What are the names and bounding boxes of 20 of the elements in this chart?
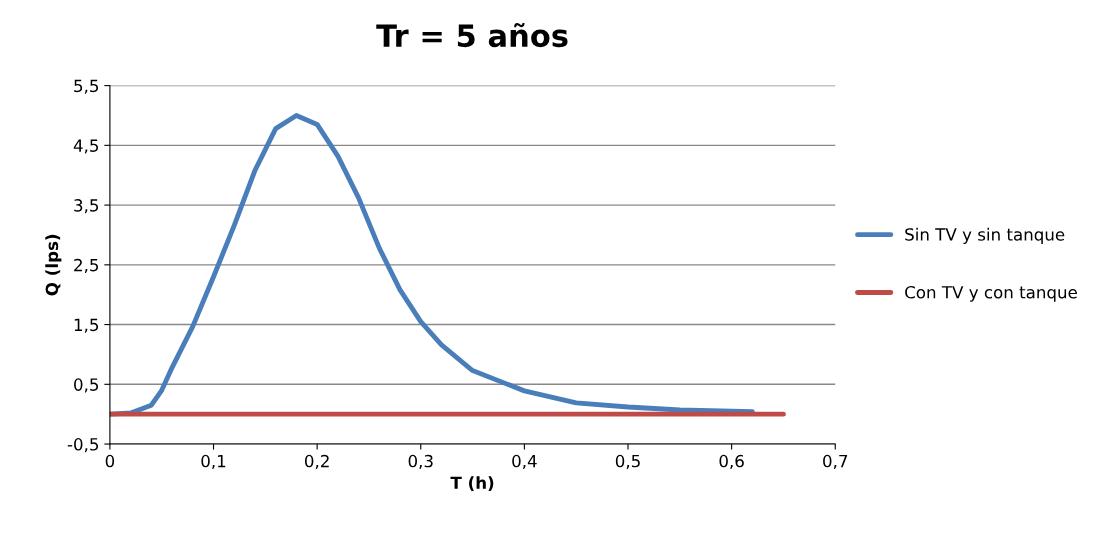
y-tick-label: 3,5 [74,199,99,214]
y-tick-label: -0,5 [67,438,99,453]
y-tick-label: 4,5 [73,139,99,154]
y-tick-label: 0,5 [74,378,99,393]
y-axis-title: Q (lps) [45,234,62,296]
x-tick-label: 0,6 [719,454,744,470]
x-axis-title: T (h) [450,476,494,492]
x-tick-label: 0,3 [408,454,433,470]
x-tick-label: 0 [105,454,115,468]
chart-title: Tr = 5 años [376,22,568,48]
y-tick-label: 1,5 [74,318,99,333]
legend-label: Con TV y con tanque [905,285,1077,302]
y-tick-label: 2,5 [74,258,99,274]
x-tick-label: 0,5 [615,454,640,470]
y-tick-label: 5,5 [74,79,99,94]
x-tick-label: 0,2 [304,454,329,470]
x-tick-label: 0,1 [201,454,226,470]
x-tick-label: 0,4 [512,454,537,470]
x-tick-label: 0,7 [823,454,848,470]
legend-label: Sin TV y sin tanque [905,227,1065,244]
